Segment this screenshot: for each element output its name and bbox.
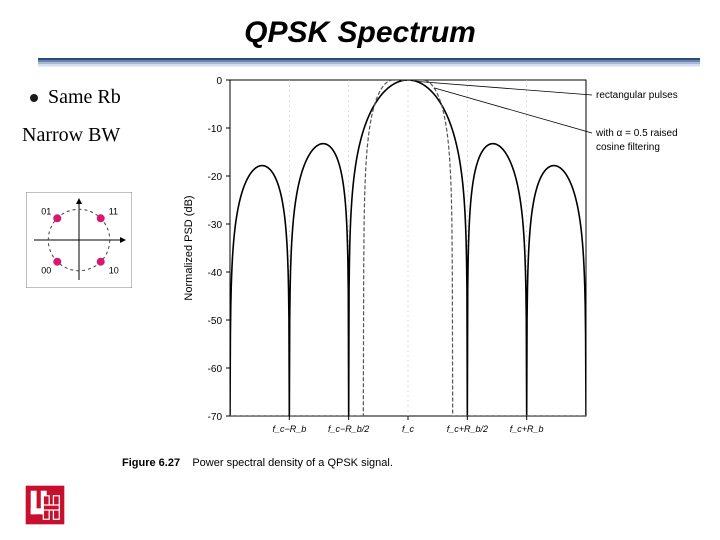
- title-underline: [38, 58, 700, 70]
- figure-caption: Figure 6.27 Power spectral density of a …: [122, 457, 393, 469]
- svg-text:-60: -60: [208, 364, 223, 375]
- svg-text:0: 0: [216, 76, 222, 87]
- svg-text:00: 00: [41, 266, 51, 276]
- bullet-dot-icon: [30, 94, 38, 102]
- text-narrow-bw: Narrow BW: [22, 124, 120, 147]
- slide: QPSK Spectrum Same Rb Narrow BW 01110010…: [0, 0, 720, 540]
- svg-text:-10: -10: [208, 124, 223, 135]
- svg-text:-50: -50: [208, 316, 223, 327]
- svg-text:cosine filtering: cosine filtering: [596, 142, 660, 153]
- svg-text:f_c: f_c: [402, 424, 415, 434]
- svg-text:f_c+R_b: f_c+R_b: [510, 424, 544, 434]
- svg-text:f_c−R_b/2: f_c−R_b/2: [328, 424, 369, 434]
- figure-caption-text: Power spectral density of a QPSK signal.: [192, 457, 393, 469]
- figure-caption-label: Figure 6.27: [122, 457, 180, 469]
- psd-chart: 0 -10 -20 -30 -40 -50 -60 -70 Normalized PSD (dB…: [172, 72, 682, 444]
- svg-text:with α = 0.5 raised: with α = 0.5 raised: [595, 128, 678, 139]
- slide-title: QPSK Spectrum: [0, 16, 720, 50]
- svg-text:-70: -70: [208, 412, 223, 423]
- uh-logo-icon: [24, 484, 66, 526]
- svg-text:-20: -20: [208, 172, 223, 183]
- svg-text:-40: -40: [208, 268, 223, 279]
- svg-text:f_c+R_b/2: f_c+R_b/2: [447, 424, 488, 434]
- svg-text:11: 11: [109, 206, 118, 216]
- svg-text:-30: -30: [208, 220, 223, 231]
- bullet-same-rb: Same Rb: [30, 86, 121, 109]
- svg-text:01: 01: [41, 206, 51, 216]
- svg-text:10: 10: [109, 266, 119, 276]
- svg-text:Normalized PSD (dB): Normalized PSD (dB): [183, 195, 195, 300]
- bullet-text: Same Rb: [48, 86, 121, 109]
- svg-text:rectangular pulses: rectangular pulses: [596, 90, 678, 101]
- constellation-diagram: 01 11 00 10: [26, 192, 132, 288]
- svg-text:f_c−R_b: f_c−R_b: [272, 424, 306, 434]
